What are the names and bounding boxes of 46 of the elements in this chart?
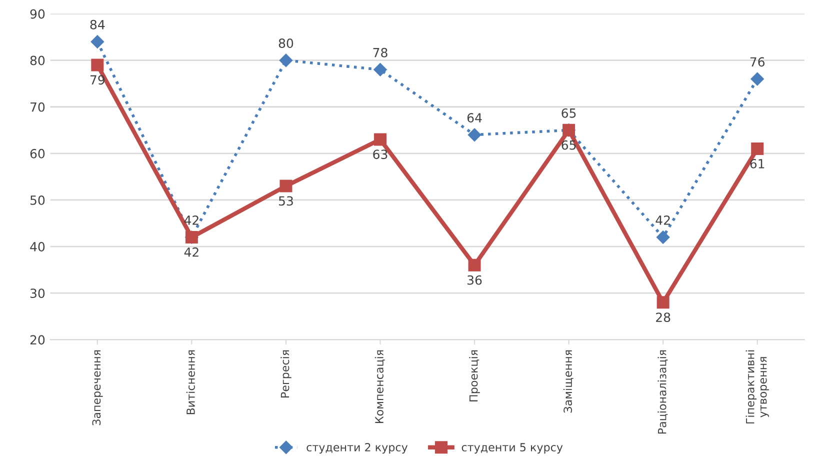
x-tick-label: Раціоналізація	[658, 350, 668, 434]
y-tick-label: 30	[30, 288, 45, 298]
point	[656, 230, 670, 244]
data-label: 36	[468, 275, 482, 285]
data-label: 78	[373, 48, 388, 58]
data-label: 53	[278, 196, 293, 206]
y-tick-label: 40	[30, 242, 45, 252]
y-tick-label: 90	[30, 9, 45, 19]
data-label: 84	[90, 20, 105, 30]
legend-label: студенти 2 курсу	[306, 443, 408, 454]
y-tick-label: 50	[30, 195, 45, 205]
data-label: 65	[562, 140, 576, 150]
y-tick-label: 70	[30, 102, 45, 112]
point	[279, 54, 293, 67]
x-tick-label: Гіперактивні утворення	[746, 350, 769, 424]
point	[656, 296, 670, 309]
point	[280, 180, 292, 192]
data-label: 65	[562, 108, 576, 118]
x-tick-label: Регресія	[280, 350, 292, 398]
legend-label: студенти 5 курсу	[462, 443, 563, 454]
data-label: 61	[750, 158, 764, 168]
data-label: 79	[90, 75, 104, 85]
x-tick-label: Заміщення	[563, 350, 574, 413]
point	[751, 142, 764, 156]
data-label: 76	[750, 57, 765, 67]
point	[374, 133, 386, 146]
data-label: 80	[278, 38, 294, 48]
point	[374, 63, 387, 76]
data-label: 64	[467, 113, 482, 122]
x-tick-label: Заперечення	[92, 350, 103, 426]
x-tick-label: Витіснення	[186, 350, 195, 414]
data-label: 42	[656, 215, 670, 225]
y-tick-label: 60	[30, 148, 45, 158]
point	[468, 258, 481, 272]
point	[91, 58, 104, 72]
data-label: 28	[656, 312, 670, 322]
x-tick-label: Компенсація	[374, 350, 385, 423]
x-tick-label: Проекція	[469, 350, 480, 402]
point	[468, 128, 482, 142]
data-label: 42	[184, 215, 198, 225]
data-label: 63	[373, 150, 388, 160]
data-label: 42	[184, 247, 198, 257]
y-tick-label: 80	[30, 56, 45, 66]
y-tick-label: 20	[30, 335, 45, 345]
point	[750, 72, 764, 86]
point	[90, 35, 104, 48]
